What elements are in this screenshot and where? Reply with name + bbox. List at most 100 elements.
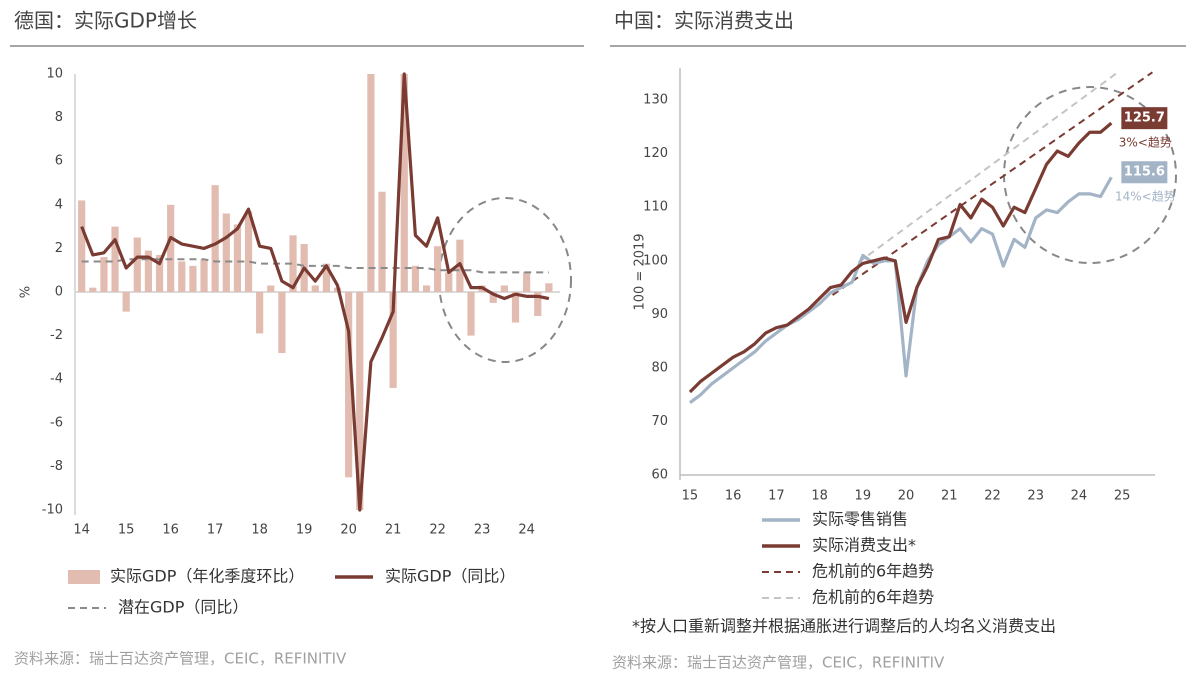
bar bbox=[345, 292, 353, 478]
x-tick-label: 17 bbox=[207, 523, 224, 538]
x-tick-label: 16 bbox=[162, 523, 179, 538]
bar bbox=[411, 265, 419, 292]
bar bbox=[100, 257, 108, 292]
legend-label: 实际GDP（年化季度环比） bbox=[110, 567, 304, 586]
bar bbox=[200, 259, 208, 292]
bar bbox=[322, 263, 330, 292]
end-note: 14%<趋势 bbox=[1115, 190, 1176, 204]
y-tick-label: -8 bbox=[50, 459, 63, 474]
bar bbox=[144, 250, 153, 292]
bar bbox=[167, 204, 175, 292]
legend-swatch bbox=[68, 570, 100, 584]
y-tick-label: 0 bbox=[55, 285, 63, 300]
end-label-box bbox=[1121, 107, 1168, 130]
y-tick-label: 6 bbox=[55, 154, 63, 169]
y-tick-label: 2 bbox=[55, 241, 63, 256]
line-series bbox=[688, 176, 1113, 404]
bar bbox=[222, 213, 230, 292]
x-tick-label: 20 bbox=[340, 523, 357, 538]
bar bbox=[155, 254, 164, 292]
y-tick-label: -2 bbox=[50, 328, 63, 343]
bar bbox=[267, 285, 275, 292]
x-tick-label: 22 bbox=[429, 523, 446, 538]
bar bbox=[389, 292, 397, 388]
x-tick-label: 19 bbox=[855, 489, 872, 504]
legend-label: 实际消费支出* bbox=[812, 536, 916, 555]
line-series bbox=[688, 121, 1113, 394]
x-tick-label: 24 bbox=[1071, 489, 1088, 504]
x-tick-label: 25 bbox=[1114, 489, 1131, 504]
y-axis-label: % bbox=[19, 286, 34, 298]
bar bbox=[545, 283, 553, 292]
x-tick-label: 24 bbox=[518, 523, 535, 538]
y-tick-label: 8 bbox=[55, 110, 63, 125]
bar bbox=[89, 287, 97, 292]
end-label: 115.6 bbox=[1124, 165, 1165, 180]
bar bbox=[244, 211, 253, 292]
x-tick-label: 18 bbox=[251, 523, 268, 538]
chart-title: 德国：实际GDP增长 bbox=[14, 9, 197, 33]
bar bbox=[122, 292, 130, 312]
x-tick-label: 14 bbox=[73, 523, 90, 538]
bar bbox=[189, 265, 197, 292]
line-series bbox=[81, 258, 549, 274]
legend-label: 潜在GDP（同比） bbox=[118, 598, 248, 617]
x-tick-label: 23 bbox=[474, 523, 491, 538]
y-tick-label: -6 bbox=[50, 415, 63, 430]
bar bbox=[378, 191, 386, 292]
x-tick-label: 20 bbox=[898, 489, 915, 504]
bar bbox=[367, 74, 375, 292]
end-label-box bbox=[1121, 161, 1168, 184]
y-tick-label: -10 bbox=[42, 503, 63, 518]
bar bbox=[511, 292, 520, 323]
y-tick-label: 10 bbox=[46, 67, 63, 82]
line-series bbox=[857, 71, 1119, 264]
y-tick-label: 80 bbox=[651, 360, 668, 375]
legend-label: 实际GDP（同比） bbox=[385, 567, 515, 586]
bar bbox=[256, 292, 264, 334]
bar bbox=[133, 237, 141, 292]
bar bbox=[467, 292, 475, 336]
bar bbox=[278, 292, 286, 354]
bar bbox=[78, 200, 86, 292]
bar bbox=[356, 292, 364, 510]
y-tick-label: 70 bbox=[651, 414, 668, 429]
bar bbox=[422, 285, 431, 292]
bar bbox=[311, 285, 319, 292]
end-label: 125.7 bbox=[1124, 111, 1165, 126]
legend-label: 实际零售销售 bbox=[812, 510, 908, 529]
x-tick-label: 15 bbox=[118, 523, 135, 538]
source: 资料来源：瑞士百达资产管理，CEIC，REFINITIV bbox=[14, 650, 347, 668]
y-tick-label: 90 bbox=[651, 307, 668, 322]
bar bbox=[178, 261, 186, 292]
bar bbox=[289, 235, 297, 292]
bar bbox=[211, 185, 219, 292]
y-tick-label: 4 bbox=[55, 197, 63, 212]
x-tick-label: 21 bbox=[941, 489, 958, 504]
y-tick-label: 100 bbox=[643, 253, 668, 268]
x-tick-label: 19 bbox=[296, 523, 313, 538]
end-note: 3%<趋势 bbox=[1119, 136, 1172, 150]
bar bbox=[400, 74, 408, 292]
x-tick-label: 16 bbox=[725, 489, 742, 504]
y-axis-label: 100 = 2019 bbox=[633, 233, 648, 310]
x-tick-label: 18 bbox=[811, 489, 828, 504]
x-tick-label: 15 bbox=[682, 489, 699, 504]
y-tick-label: 120 bbox=[643, 146, 668, 161]
x-tick-label: 21 bbox=[385, 523, 402, 538]
bar bbox=[111, 226, 119, 292]
y-tick-label: -4 bbox=[50, 372, 63, 387]
bar bbox=[534, 292, 542, 316]
x-tick-label: 23 bbox=[1027, 489, 1044, 504]
x-tick-label: 22 bbox=[984, 489, 1001, 504]
chart-title: 中国：实际消费支出 bbox=[614, 9, 794, 33]
legend-label: 危机前的6年趋势 bbox=[812, 588, 934, 607]
source: 资料来源：瑞士百达资产管理，CEIC，REFINITIV bbox=[612, 654, 945, 672]
line-series bbox=[80, 72, 550, 512]
y-tick-label: 130 bbox=[643, 93, 668, 108]
bar bbox=[233, 224, 242, 292]
y-tick-label: 60 bbox=[651, 468, 668, 483]
legend-label: 危机前的6年趋势 bbox=[812, 562, 934, 581]
highlight-ellipse bbox=[438, 197, 572, 363]
